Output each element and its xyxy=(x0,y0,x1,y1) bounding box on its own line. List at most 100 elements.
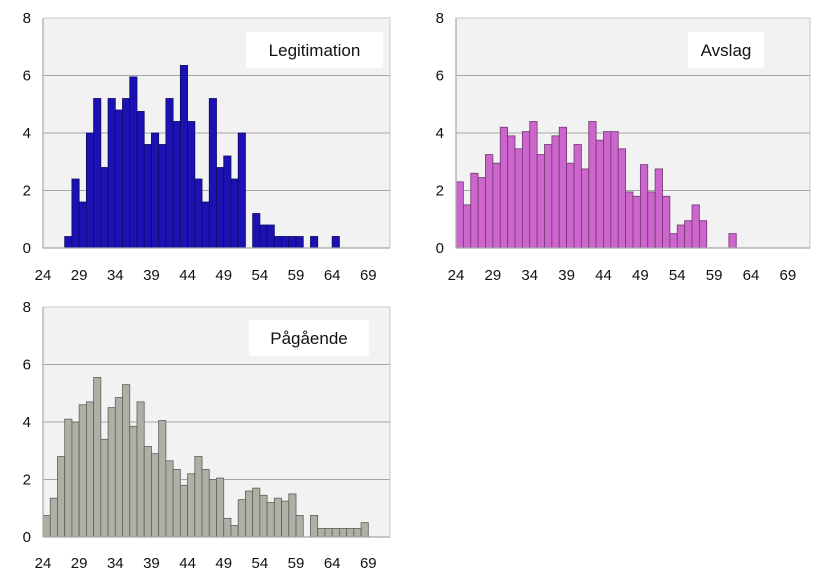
x-tick-label: 64 xyxy=(324,267,341,284)
histogram-bar xyxy=(259,494,268,538)
histogram-bar xyxy=(114,397,123,538)
x-tick-label: 69 xyxy=(360,555,377,572)
histogram-bar xyxy=(85,401,95,538)
histogram-bar xyxy=(639,164,649,249)
histogram-bar xyxy=(136,401,145,538)
histogram-bar xyxy=(324,527,333,538)
histogram-bar xyxy=(462,204,472,249)
plot-border xyxy=(455,17,811,249)
histogram-bar xyxy=(216,167,225,249)
histogram-bar xyxy=(273,497,282,538)
x-tick-label: 29 xyxy=(485,267,502,284)
x-tick-label: 24 xyxy=(35,267,52,284)
x-tick-label: 44 xyxy=(595,267,612,284)
histogram-bar xyxy=(266,502,275,538)
histogram-bar xyxy=(317,527,326,538)
histogram-bar xyxy=(172,121,181,249)
histogram-bar xyxy=(179,65,188,249)
series-label-pagaende: Pågående xyxy=(270,329,348,348)
histogram-bar xyxy=(122,98,131,249)
y-tick-label: 8 xyxy=(436,10,444,27)
histogram-bar xyxy=(558,126,568,249)
histogram-bar xyxy=(208,479,217,538)
histogram-bar xyxy=(201,469,210,538)
histogram-bar xyxy=(544,144,553,249)
histogram-bar xyxy=(230,178,239,249)
histogram-bar xyxy=(100,438,109,538)
histogram-bar xyxy=(698,220,708,249)
histogram-bar xyxy=(252,487,261,538)
histogram-bar xyxy=(346,527,355,538)
histogram-bar xyxy=(288,236,297,249)
histogram-bar xyxy=(194,178,203,249)
histogram-bar xyxy=(42,515,51,538)
histogram-bar xyxy=(71,178,80,249)
histogram-bar xyxy=(78,404,87,538)
x-tick-label: 44 xyxy=(179,555,196,572)
y-tick-label: 4 xyxy=(23,125,31,142)
histogram-bar xyxy=(310,515,319,538)
histogram-bar xyxy=(223,155,232,249)
histogram-bar xyxy=(625,191,634,249)
histogram-bar xyxy=(143,446,152,538)
histogram-bar xyxy=(107,98,116,249)
histogram-bar xyxy=(662,195,671,249)
x-tick-label: 69 xyxy=(780,267,797,284)
histogram-bar xyxy=(93,377,102,538)
histogram-bar xyxy=(114,109,123,249)
x-tick-label: 59 xyxy=(288,555,305,572)
histogram-bar xyxy=(151,453,160,538)
y-tick-label: 0 xyxy=(436,240,444,257)
histogram-bar xyxy=(331,236,340,249)
x-tick-label: 34 xyxy=(521,267,538,284)
histogram-bar xyxy=(288,493,297,538)
x-tick-label: 39 xyxy=(143,555,160,572)
x-tick-label: 69 xyxy=(360,267,377,284)
x-tick-label: 59 xyxy=(288,267,305,284)
histogram-bar xyxy=(165,98,174,249)
histogram-bar xyxy=(281,236,290,249)
x-tick-label: 24 xyxy=(35,555,52,572)
histogram-bar xyxy=(273,236,282,249)
histogram-bar xyxy=(216,477,225,538)
histogram-bar xyxy=(632,195,641,249)
histogram-bar xyxy=(684,220,693,249)
y-tick-label: 8 xyxy=(23,10,31,27)
histogram-bar xyxy=(281,500,290,538)
y-tick-label: 0 xyxy=(23,240,31,257)
histogram-bar xyxy=(143,144,152,249)
histogram-bar xyxy=(49,497,58,538)
histogram-bar xyxy=(595,139,604,249)
y-tick-label: 8 xyxy=(23,299,31,316)
histogram-bar xyxy=(78,201,87,249)
histogram-bar xyxy=(551,135,560,249)
histogram-bar xyxy=(603,131,612,249)
histogram-bar xyxy=(100,167,109,249)
histogram-bar xyxy=(129,425,138,538)
histogram-bar xyxy=(728,233,737,249)
histogram-bar xyxy=(237,132,246,249)
histogram-bar xyxy=(266,224,275,249)
histogram-bar xyxy=(492,162,501,249)
series-label-box xyxy=(688,32,764,68)
histogram-bar xyxy=(201,201,210,249)
histogram-bar xyxy=(208,98,217,249)
x-tick-label: 54 xyxy=(669,267,686,284)
histogram-bar xyxy=(57,456,66,538)
x-tick-label: 39 xyxy=(143,267,160,284)
x-tick-label: 49 xyxy=(215,555,232,572)
x-tick-label: 54 xyxy=(252,555,269,572)
x-tick-label: 29 xyxy=(71,555,88,572)
series-label-box xyxy=(249,320,369,356)
plot-border xyxy=(42,306,391,538)
histogram-bar xyxy=(455,181,464,249)
histogram-bar xyxy=(179,484,188,538)
histogram-bar xyxy=(93,98,102,249)
y-tick-label: 2 xyxy=(23,472,31,489)
series-label-legitimation: Legitimation xyxy=(269,41,361,60)
x-tick-label: 34 xyxy=(107,267,124,284)
y-tick-label: 2 xyxy=(436,183,444,200)
histogram-bar xyxy=(187,121,196,249)
histogram-bar xyxy=(85,132,95,249)
